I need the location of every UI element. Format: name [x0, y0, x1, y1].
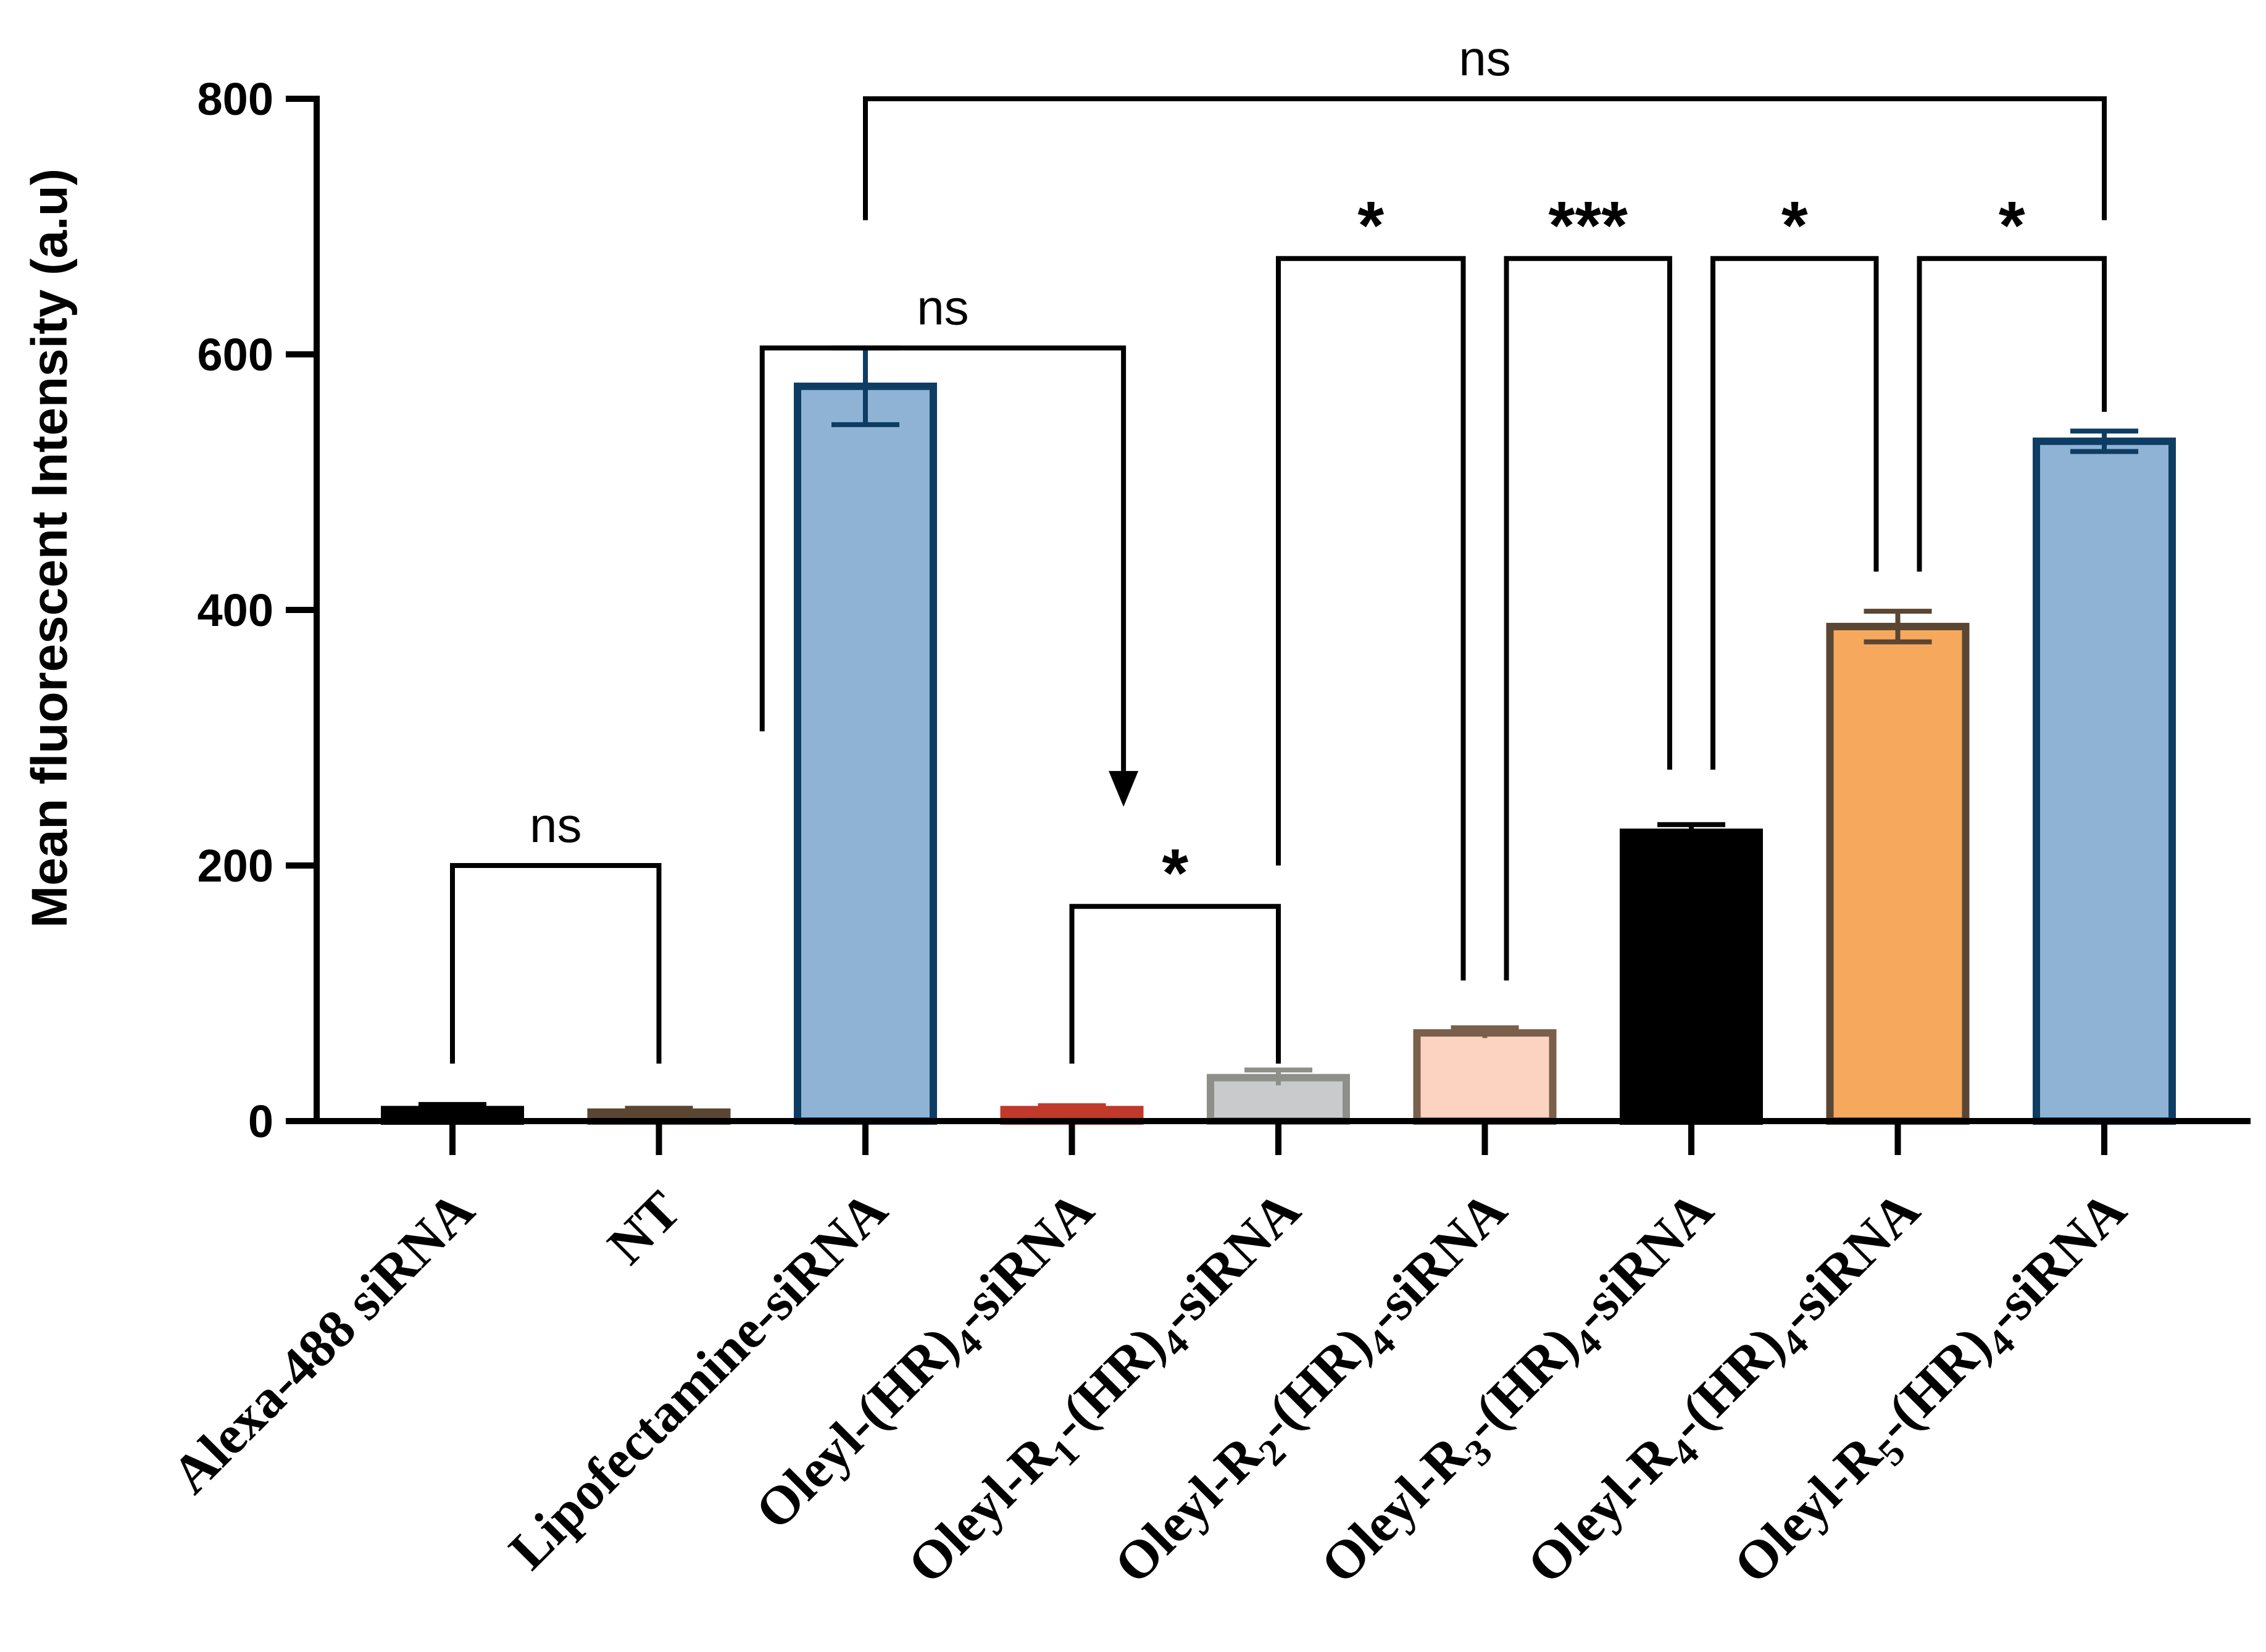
error-bar-6 — [1451, 1025, 1519, 1038]
significance-label-1: ns — [530, 798, 582, 853]
y-tick-label-0: 0 — [248, 1096, 273, 1147]
significance-bracket-3: ns — [759, 280, 1139, 807]
error-bar-1 — [419, 1102, 486, 1115]
y-ticks: 0 200 400 600 800 — [198, 73, 317, 1147]
x-tick-label-6: Oleyl-R2-(HR)4-siRNA — [1103, 1180, 1525, 1603]
significance-bracket-4: * — [1276, 188, 1466, 981]
x-tick-label-5: Oleyl-R1-(HR)4-siRNA — [897, 1180, 1319, 1603]
y-tick-label-200: 200 — [198, 840, 273, 891]
x-tick-label-3: Lipofectamine-siRNA — [498, 1180, 899, 1581]
x-tick-label-8: Oleyl-R4-(HR)4-siRNA — [1516, 1180, 1938, 1603]
significance-label-6: * — [1781, 188, 1808, 264]
error-bar-2 — [625, 1106, 693, 1116]
bar-8 — [1826, 622, 1970, 1125]
significance-label-4: * — [1357, 188, 1384, 264]
y-axis-label: Mean fluorescent Intensity (a.u) — [22, 169, 78, 928]
y-tick-label-600: 600 — [198, 329, 273, 380]
significance-bracket-7: * — [1917, 188, 2107, 572]
significance-label-7: * — [1999, 188, 2025, 264]
significance-bracket-6: * — [1710, 188, 1879, 770]
x-tick-label-2: NT — [597, 1180, 693, 1276]
bar-9 — [2033, 437, 2176, 1125]
error-bar-7 — [1657, 822, 1725, 843]
significance-label-2: * — [1162, 835, 1188, 911]
x-ticks: Alexa-488 siRNA NTLipofectamine-siRNAOley… — [161, 1121, 2145, 1603]
x-tick-label-9: Oleyl-R5-(HR)4-siRNA — [1723, 1180, 2145, 1603]
significance-bracket-1: ns — [450, 798, 662, 1064]
error-bar-5 — [1244, 1067, 1312, 1086]
error-bar-8 — [1864, 609, 1932, 645]
significance-label-3: ns — [917, 280, 969, 335]
error-bar-4 — [1038, 1103, 1106, 1114]
x-tick-label-7: Oleyl-R3-(HR)4-siRNA — [1310, 1180, 1732, 1603]
significance-bracket-2: * — [1069, 835, 1281, 1064]
significance-bracket-8: ns — [863, 31, 2107, 220]
significance-bracket-5: *** — [1504, 188, 1672, 981]
x-tick-label-4: Oleyl-(HR)4-siRNA — [744, 1180, 1112, 1548]
y-tick-label-800: 800 — [198, 73, 273, 125]
significance-brackets: ns*ns* *** * *ns — [450, 31, 2107, 1064]
bar-7 — [1620, 828, 1763, 1125]
x-tick-label-1: Alexa-488 siRNA — [161, 1180, 486, 1506]
significance-label-5: *** — [1549, 188, 1628, 264]
error-bar-9 — [2070, 428, 2138, 454]
bar-6 — [1413, 1029, 1557, 1125]
significance-label-8: ns — [1459, 31, 1511, 86]
bars — [381, 382, 2176, 1125]
bar-3 — [794, 382, 937, 1125]
y-tick-label-400: 400 — [198, 585, 273, 636]
